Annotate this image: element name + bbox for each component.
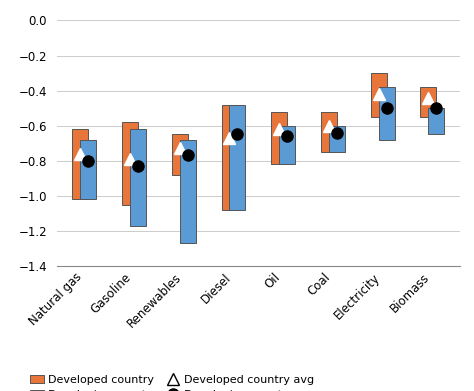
Bar [221, 105, 237, 210]
Bar [279, 126, 295, 164]
Bar [229, 105, 246, 210]
Bar [371, 73, 387, 117]
Bar [180, 140, 196, 243]
Bar [73, 129, 88, 199]
Bar [428, 108, 444, 135]
Bar [172, 135, 188, 175]
Bar [379, 87, 395, 140]
Bar [130, 129, 146, 226]
Legend: Developed country, Developing country, Developed country avg, Developing country: Developed country, Developing country, D… [30, 375, 318, 391]
Bar [420, 87, 437, 117]
Bar [329, 126, 345, 152]
Bar [80, 140, 96, 199]
Bar [122, 122, 138, 204]
Bar [271, 112, 287, 164]
Bar [321, 112, 337, 152]
